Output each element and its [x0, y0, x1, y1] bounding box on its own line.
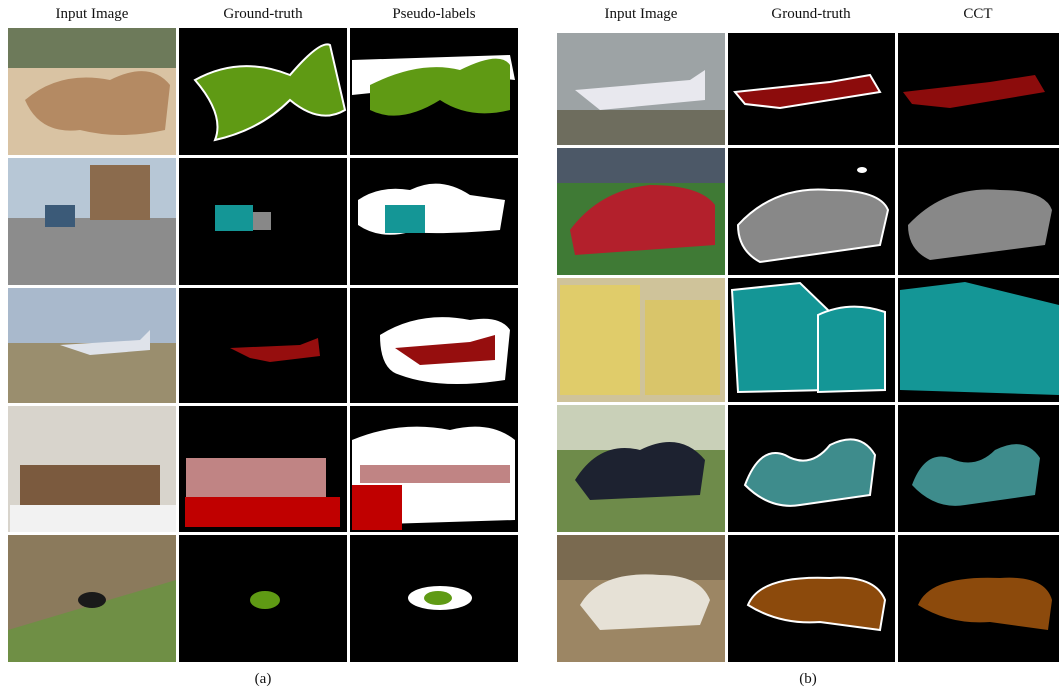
- caption: (a): [255, 671, 272, 687]
- column-header: Ground-truth: [223, 6, 303, 22]
- image-bg: [557, 148, 725, 183]
- mask: [733, 73, 882, 110]
- image-object: [560, 285, 640, 395]
- mask: [370, 58, 510, 116]
- mask: [230, 338, 320, 362]
- mask: [395, 335, 495, 365]
- image-object: [60, 330, 150, 355]
- image-object: [575, 70, 705, 110]
- ground-truth: [179, 288, 347, 403]
- panel-b: [557, 33, 1059, 662]
- image-object: [580, 574, 710, 630]
- mask: [817, 305, 886, 394]
- image-object: [45, 205, 75, 227]
- mask: [912, 444, 1040, 506]
- column-header: Ground-truth: [771, 6, 851, 22]
- mask: [193, 43, 347, 142]
- mask: [360, 465, 510, 483]
- image-object: [570, 185, 715, 255]
- image-object: [645, 300, 720, 395]
- image-bg: [8, 535, 176, 630]
- mask: [903, 75, 1045, 108]
- image-object: [575, 442, 705, 500]
- column-header: Input Image: [605, 6, 678, 22]
- mask: [908, 189, 1052, 260]
- column-header: CCT: [963, 6, 992, 22]
- column-header: Pseudo-labels: [392, 6, 475, 22]
- mask: [215, 205, 253, 231]
- mask: [185, 497, 340, 527]
- panel-a: [8, 28, 518, 662]
- image-bg: [8, 28, 176, 68]
- image-bg: [557, 405, 725, 450]
- image-bg: [557, 535, 725, 580]
- mask: [857, 167, 867, 173]
- image-bg: [557, 110, 725, 145]
- image-object: [78, 592, 106, 608]
- mask: [746, 576, 887, 632]
- image-object: [10, 505, 176, 532]
- mask: [900, 282, 1059, 395]
- mask: [730, 281, 829, 394]
- mask: [424, 591, 452, 605]
- image-object: [20, 465, 160, 510]
- mask: [918, 577, 1052, 630]
- mask: [743, 438, 877, 507]
- mask: [250, 591, 280, 609]
- mask: [186, 458, 326, 498]
- image-object: [25, 71, 170, 135]
- mask: [352, 485, 402, 530]
- column-header: Input Image: [56, 6, 129, 22]
- mask: [736, 188, 890, 264]
- image-bg: [8, 288, 176, 343]
- image-object: [90, 165, 150, 220]
- mask: [385, 205, 425, 233]
- caption: (b): [799, 671, 817, 687]
- mask: [253, 212, 271, 230]
